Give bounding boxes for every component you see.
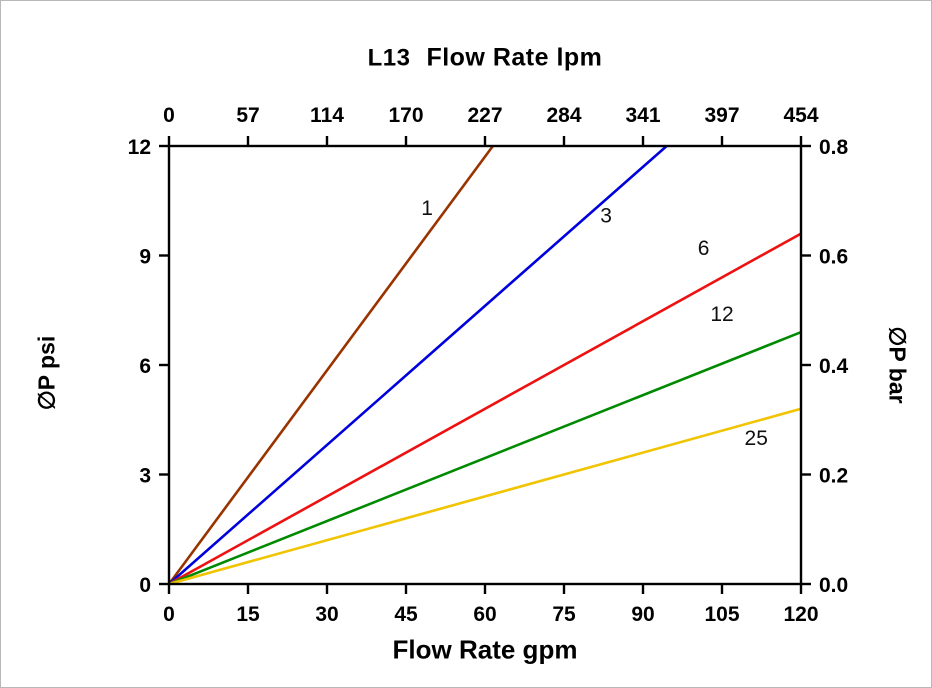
chart-title-model: L13 [367,44,411,72]
x-top-tick-label: 341 [625,104,660,127]
series-line-1 [169,146,495,584]
x-top-tick-label: 170 [388,104,423,127]
series-label-25: 25 [745,427,768,450]
x-bottom-tick-label: 90 [631,603,654,626]
y-right-tick-label: 0.6 [819,246,848,269]
series-line-25 [169,407,801,584]
x-top-tick-label: 114 [310,104,344,127]
x-top-tick-label: 397 [704,104,739,127]
x-axis-bottom: 0 15 30 45 60 75 90 105 120 [163,584,819,626]
x-bottom-tick-label: 75 [552,603,576,626]
series-label-1: 1 [421,197,433,220]
series-line-12 [169,330,801,584]
series-line-6 [169,232,801,584]
x-bottom-tick-label: 15 [236,603,260,626]
chart-title: L13 Flow Rate lpm [368,44,603,73]
y-axis-left: 0 3 6 9 12 [128,136,169,597]
x-bottom-tick-label: 60 [473,603,496,626]
series-label-12: 12 [710,303,733,326]
series-labels: 1 3 6 12 25 [421,197,768,450]
chart-title-top-axis: Flow Rate lpm [426,43,603,72]
series-lines [169,146,801,584]
series-line-3 [169,146,669,584]
y-left-tick-label: 0 [139,574,151,597]
y-axis-right: 0.0 0.2 0.4 0.6 0.8 [801,136,849,597]
x-top-tick-label: 454 [783,104,818,127]
y-left-tick-label: 3 [139,465,151,488]
y-right-tick-label: 0.0 [819,574,848,597]
x-bottom-tick-label: 45 [394,603,418,626]
x-top-tick-label: 0 [163,104,175,127]
y-left-tick-label: 9 [139,246,151,269]
y-left-tick-label: 12 [128,136,151,159]
series-label-6: 6 [698,237,710,260]
y-right-tick-label: 0.4 [819,355,849,378]
x-bottom-tick-label: 105 [704,603,739,626]
y-right-tick-label: 0.2 [819,465,848,488]
x-top-tick-label: 284 [546,104,581,127]
y-right-tick-label: 0.8 [819,136,849,159]
x-top-tick-label: 57 [236,104,259,127]
plot-frame [167,144,803,586]
x-bottom-tick-label: 30 [315,603,338,626]
x-axis-bottom-label: Flow Rate gpm [392,634,578,665]
x-bottom-tick-label: 0 [163,603,175,626]
x-bottom-tick-label: 120 [783,603,818,626]
y-left-tick-label: 6 [139,355,151,378]
series-label-3: 3 [600,204,612,227]
x-top-tick-label: 227 [467,104,502,127]
x-axis-top: 0 57 114 170 227 284 341 397 454 [163,104,819,146]
